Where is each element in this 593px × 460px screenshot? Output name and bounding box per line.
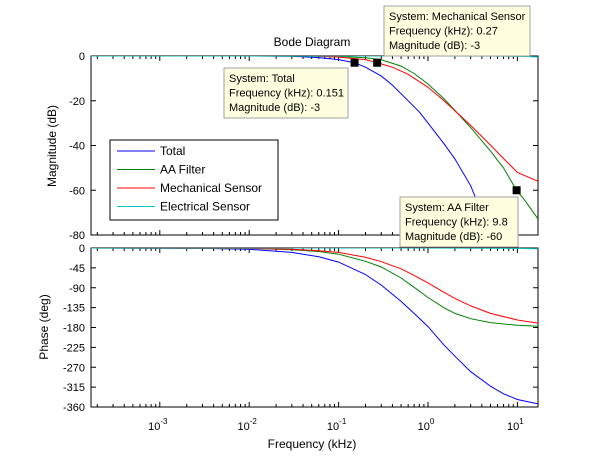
magnitude-y-ticks: 0 -20 -40 -60 -80 (69, 51, 538, 242)
phase-series-aa-filter (91, 248, 538, 327)
datatip-text: Frequency (kHz): 9.8 (405, 217, 508, 229)
datatip[interactable]: System: Mechanical Sensor Frequency (kHz)… (373, 5, 531, 67)
datatip-text: System: Total (229, 73, 295, 85)
magnitude-y-tick-label: -40 (69, 141, 85, 153)
phase-series-mechanical-sensor (91, 248, 538, 324)
datatip-text: System: AA Filter (405, 202, 489, 214)
phase-y-tick-label: -315 (63, 382, 85, 394)
datatip-text: Magnitude (dB): -3 (229, 102, 320, 114)
phase-axes-box (90, 247, 539, 408)
x-axis-label: Frequency (kHz) (268, 437, 357, 451)
datatip[interactable]: System: Total Frequency (kHz): 0.151 Magni… (223, 58, 359, 119)
legend-label: Mechanical Sensor (160, 181, 262, 195)
datatip-marker[interactable] (512, 186, 521, 195)
magnitude-y-tick-label: -20 (69, 96, 85, 108)
legend-label: AA Filter (160, 163, 205, 177)
datatip-box (223, 67, 349, 119)
magnitude-y-tick-label: -80 (69, 230, 85, 242)
datatip-text: Frequency (kHz): 0.151 (229, 88, 344, 100)
phase-x-tick-label: 100 (418, 417, 435, 433)
phase-x-tick-label: 10-3 (148, 417, 168, 433)
phase-x-tick-label: 10-2 (238, 417, 258, 433)
phase-y-tick-label: -135 (63, 303, 85, 315)
datatip[interactable]: System: AA Filter Frequency (kHz): 9.8 Mag… (399, 186, 521, 248)
datatip-marker[interactable] (350, 58, 359, 67)
phase-y-tick-label: -360 (63, 402, 85, 414)
phase-y-tick-label: 0 (79, 243, 85, 255)
legend-label: Total (160, 144, 185, 158)
phase-y-axis-label: Phase (deg) (37, 294, 51, 359)
chart-title: Bode Diagram (274, 35, 351, 49)
phase-series-total (91, 248, 538, 405)
phase-y-tick-label: -270 (63, 362, 85, 374)
phase-x-tick-label: 101 (507, 417, 524, 433)
datatip-box (383, 5, 531, 57)
magnitude-y-axis-label: Magnitude (dB) (45, 105, 59, 187)
magnitude-series-mechanical-sensor (91, 56, 538, 182)
phase-panel: 0 -45 -90 -135 -180 -225 -270 -315 -360 10-3 10-2… (37, 243, 539, 433)
phase-y-tick-label: -180 (63, 323, 85, 335)
datatip-text: Frequency (kHz): 0.27 (389, 26, 498, 38)
phase-x-tick-label: 10-1 (327, 417, 347, 433)
datatip-box (399, 196, 519, 248)
phase-y-tick-label: -90 (69, 283, 85, 295)
phase-y-tick-label: -225 (63, 342, 85, 354)
magnitude-y-tick-label: -60 (69, 185, 85, 197)
datatip-text: Magnitude (dB): -60 (405, 231, 502, 243)
datatip-marker[interactable] (373, 58, 382, 67)
datatip-group: System: Total Frequency (kHz): 0.151 Magni… (223, 5, 531, 248)
phase-y-tick-label: -45 (69, 263, 85, 275)
magnitude-series-aa-filter (91, 56, 538, 220)
phase-y-ticks: 0 -45 -90 -135 -180 -225 -270 -315 -360 (63, 243, 538, 414)
magnitude-y-tick-label: 0 (79, 51, 85, 63)
legend-items: Total AA Filter Mechanical Sensor Electrica… (117, 144, 262, 214)
phase-series-electrical-sensor (91, 248, 538, 250)
legend-label: Electrical Sensor (160, 200, 250, 214)
datatip-text: System: Mechanical Sensor (389, 11, 526, 23)
phase-series-group (91, 248, 538, 405)
legend: Total AA Filter Mechanical Sensor Electrica… (109, 139, 279, 221)
datatip-text: Magnitude (dB): -3 (389, 40, 480, 52)
